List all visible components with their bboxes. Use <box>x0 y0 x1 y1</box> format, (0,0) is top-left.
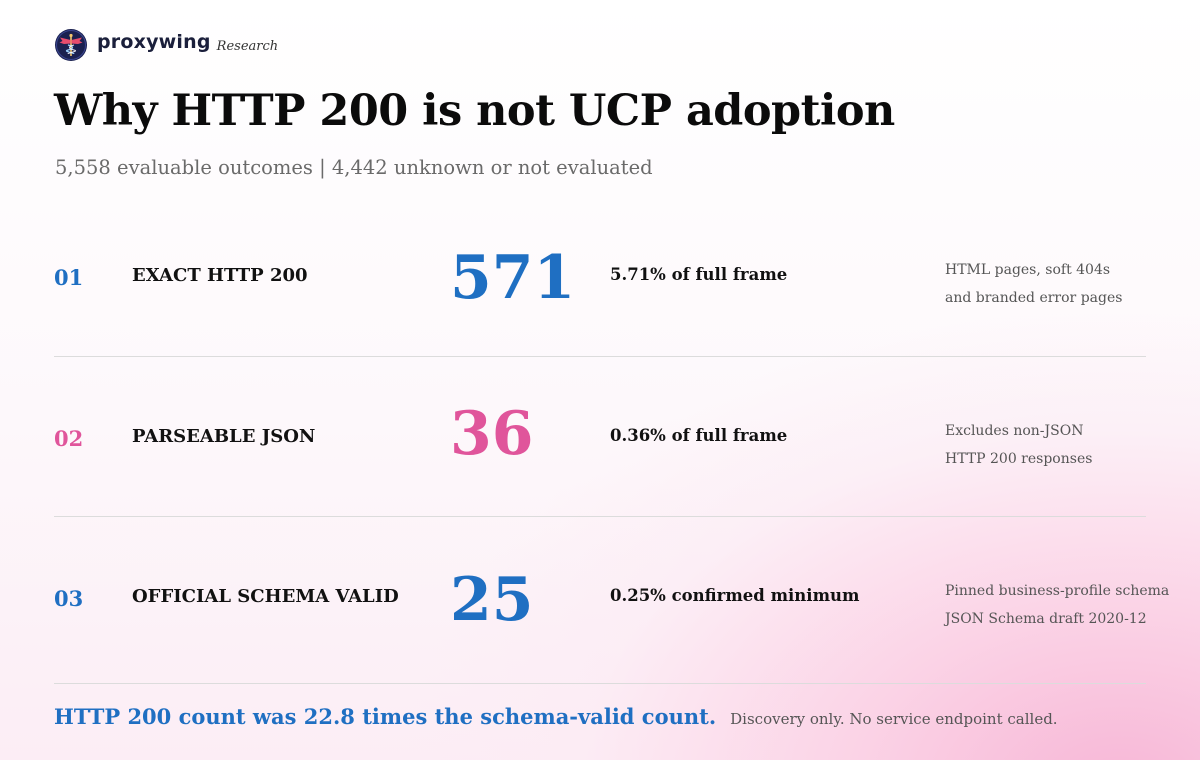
row-note-line: JSON Schema draft 2020-12 <box>945 611 1147 627</box>
row-note-line: HTTP 200 responses <box>945 451 1093 467</box>
page-subtitle: 5,558 evaluable outcomes | 4,442 unknown… <box>55 156 653 179</box>
brand: proxywing Research <box>54 28 278 62</box>
row-note-line: Pinned business-profile schema <box>945 583 1170 599</box>
row-count: 571 <box>450 243 576 313</box>
row-percent: 0.25% confirmed minimum <box>610 586 860 605</box>
row-note: Pinned business-profile schema JSON Sche… <box>945 577 1169 633</box>
row-note-line: and branded error pages <box>945 290 1123 306</box>
row-label: PARSEABLE JSON <box>132 426 316 447</box>
metric-row-exact-http-200: 01 EXACT HTTP 200 571 5.71% of full fram… <box>54 248 1146 427</box>
metric-row-official-schema-valid: 03 OFFICIAL SCHEMA VALID 25 0.25% confir… <box>54 570 1169 748</box>
winged-caduceus-logo-icon <box>55 29 87 61</box>
page-title: Why HTTP 200 is not UCP adoption <box>54 86 895 136</box>
row-index: 01 <box>54 265 84 290</box>
brand-name: proxywing <box>97 31 211 53</box>
footer-note: Discovery only. No service endpoint call… <box>730 710 1058 728</box>
footer: HTTP 200 count was 22.8 times the schema… <box>54 704 1058 729</box>
row-index: 02 <box>54 426 84 451</box>
metric-row-parseable-json: 02 PARSEABLE JSON 36 0.36% of full frame… <box>54 404 1146 588</box>
row-note: HTML pages, soft 404s and branded error … <box>945 256 1122 312</box>
footer-headline: HTTP 200 count was 22.8 times the schema… <box>54 704 717 729</box>
row-note: Excludes non-JSON HTTP 200 responses <box>945 417 1092 473</box>
row-label: EXACT HTTP 200 <box>132 265 308 286</box>
row-divider <box>54 356 1146 357</box>
row-divider <box>54 516 1146 517</box>
row-percent: 0.36% of full frame <box>610 426 788 445</box>
row-count: 36 <box>450 399 534 469</box>
row-label: OFFICIAL SCHEMA VALID <box>132 586 399 607</box>
row-divider <box>54 683 1146 684</box>
row-index: 03 <box>54 586 84 611</box>
row-note-line: Excludes non-JSON <box>945 423 1084 439</box>
row-percent: 5.71% of full frame <box>610 265 788 284</box>
row-count: 25 <box>450 565 534 635</box>
row-note-line: HTML pages, soft 404s <box>945 262 1111 278</box>
brand-tag: Research <box>216 38 279 54</box>
